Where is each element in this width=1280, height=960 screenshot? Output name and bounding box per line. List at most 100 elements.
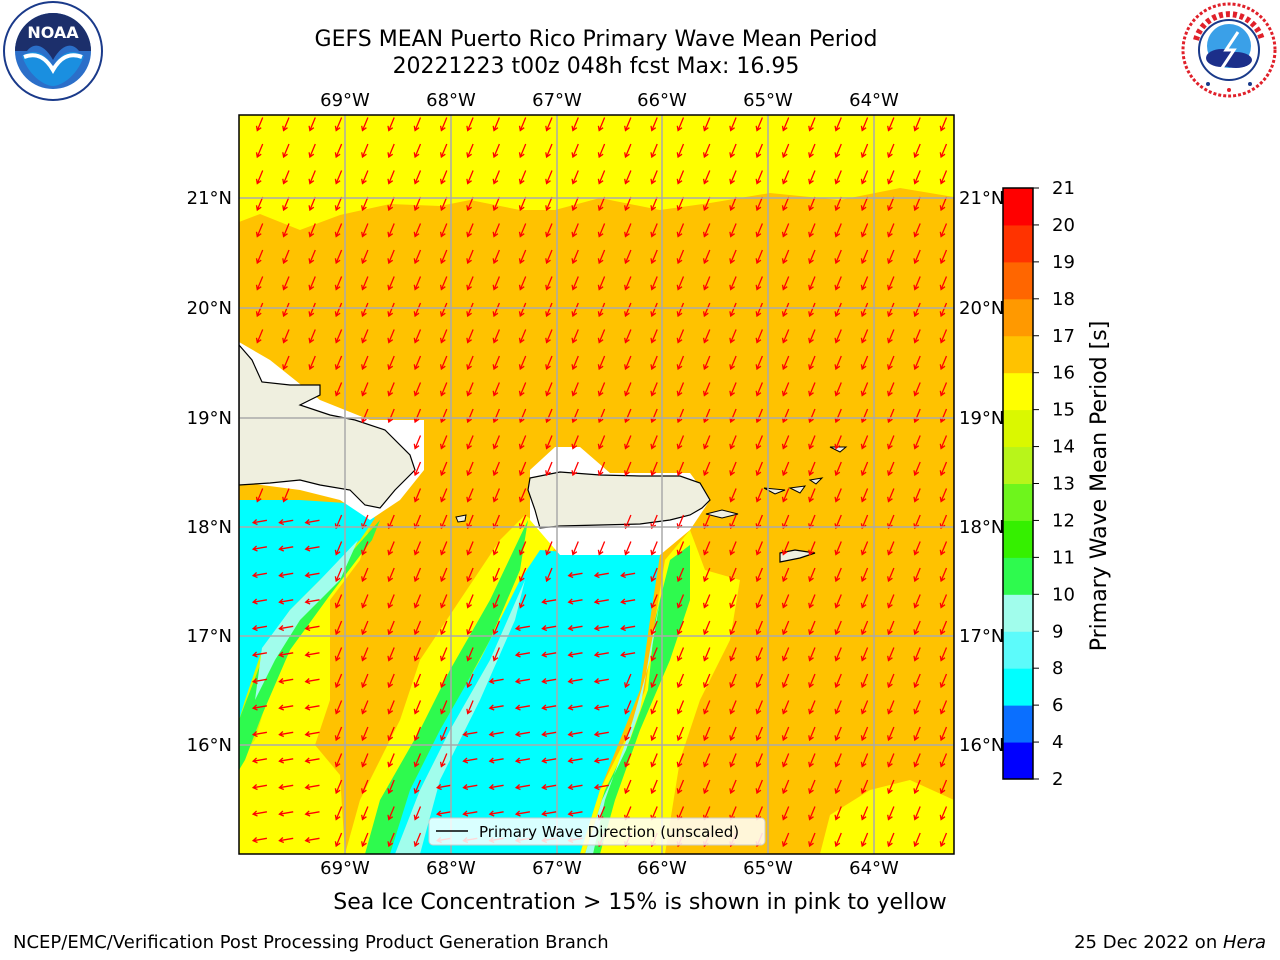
wave-arrow [439,514,448,530]
wave-arrow [597,541,606,556]
colorbar-tick-label: 12 [1052,510,1075,531]
wave-arrow [278,731,294,738]
wave-arrow [702,726,711,742]
wave-arrow [387,700,395,715]
wave-arrow [808,753,816,768]
wave-arrow [939,779,948,795]
wave-arrow [436,784,452,791]
lat-label-right: 21°N [959,188,1004,209]
wave-arrow [834,196,842,212]
colorbar-tick-label: 19 [1052,252,1075,273]
lon-label-bottom: 65°W [743,858,793,879]
wave-arrow [308,249,316,265]
wave-arrow [304,651,320,658]
wave-arrow [676,753,685,768]
wave-arrow [860,594,869,609]
wave-arrow [887,302,895,318]
wave-arrow [729,620,737,636]
wave-arrow [676,329,685,344]
wave-arrow [808,488,816,503]
wave-arrow [545,196,553,212]
wave-arrow [729,170,737,185]
wave-arrow [518,355,527,371]
wave-arrow [808,355,816,371]
wave-arrow [304,731,320,738]
wave-arrow [887,541,895,556]
wave-arrow [361,594,369,609]
wave-arrow [781,196,790,212]
wave-arrow [251,545,268,552]
wave-arrow [361,143,369,159]
wave-arrow [808,408,816,424]
wave-arrow [571,541,579,556]
wave-arrow [387,223,395,238]
wave-arrow [887,567,895,583]
wave-arrow [887,355,895,371]
wave-arrow [676,355,685,371]
wave-arrow [676,461,685,477]
wave-arrow [620,651,636,658]
wave-arrow [466,647,474,662]
wave-arrow [729,408,737,424]
wave-arrow [834,726,842,742]
wave-arrow [834,514,842,530]
wave-arrow [939,223,948,238]
wave-arrow [729,329,737,344]
wave-arrow [439,223,448,238]
wave-arrow [466,620,474,636]
wave-arrow [361,647,369,662]
wave-arrow [361,620,369,636]
wave-arrow [304,784,320,791]
wave-arrow [439,249,448,265]
wave-arrow [413,488,422,503]
wave-arrow [729,594,737,609]
wave-arrow [466,567,474,583]
wave-arrow [387,514,395,530]
wave-arrow [808,514,816,530]
wave-arrow [567,598,583,605]
wave-arrow [278,784,294,791]
wave-arrow [567,572,583,579]
wave-arrow [278,519,294,526]
wave-arrow [571,382,579,397]
colorbar-label: Primary Wave Mean Period [s] [1087,321,1112,652]
wave-arrow [334,196,343,212]
wave-arrow [860,196,869,212]
wave-arrow [251,704,268,711]
lat-label-right: 18°N [959,517,1004,538]
wave-arrow [439,700,448,715]
wave-arrow [702,673,711,689]
wave-arrow [650,541,658,556]
wave-arrow [439,382,448,397]
map-legend [428,817,766,846]
wave-arrow [702,329,711,344]
wave-arrow [387,329,395,344]
wave-arrow [702,408,711,424]
field-11-east [585,545,690,854]
wave-arrow [729,196,737,212]
map-subtitle: 20221223 t00z 048h fcst Max: 16.95 [392,54,800,79]
wave-arrow [781,382,790,397]
field-15-16-southeast [820,780,954,854]
wave-arrow [308,223,316,238]
colorbar-tick-label: 17 [1052,326,1075,347]
wave-arrow [439,117,448,132]
colorbar-segment [1003,705,1033,743]
wave-arrow [834,647,842,662]
wave-arrow [913,249,921,265]
lat-label-left: 19°N [187,408,232,429]
wave-arrow [650,435,658,450]
wave-arrow [466,514,474,530]
wave-arrow [676,249,685,265]
wave-arrow [860,143,869,159]
wave-arrow [282,249,290,265]
wave-arrow [808,249,816,265]
wave-arrow [439,567,448,583]
wave-arrow [808,594,816,609]
wave-arrow [887,514,895,530]
wave-arrow [593,598,609,605]
wave-arrow [939,488,948,503]
wave-arrow [545,408,553,424]
wave-arrow [650,249,658,265]
wave-arrow [518,249,527,265]
